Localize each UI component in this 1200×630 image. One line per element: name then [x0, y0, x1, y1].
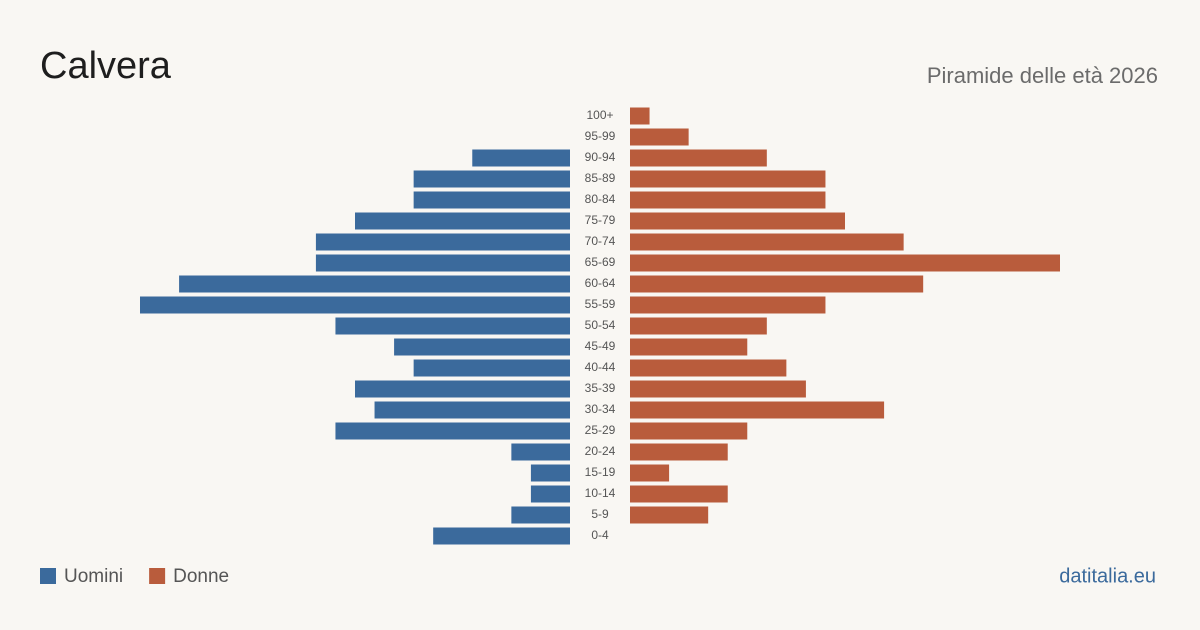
- age-label: 0-4: [591, 528, 609, 542]
- bar-female: [630, 128, 689, 146]
- bar-female: [630, 359, 787, 377]
- age-label: 65-69: [585, 255, 616, 269]
- bar-female: [630, 338, 748, 356]
- bar-female: [630, 275, 924, 293]
- bar-female: [630, 233, 904, 251]
- bar-male: [355, 212, 570, 230]
- age-label: 90-94: [585, 150, 616, 164]
- bar-male: [179, 275, 570, 293]
- age-label: 5-9: [591, 507, 609, 521]
- age-label: 45-49: [585, 339, 616, 353]
- age-label: 40-44: [585, 360, 616, 374]
- bar-female: [630, 380, 806, 398]
- age-label: 80-84: [585, 192, 616, 206]
- legend-swatch: [40, 568, 56, 584]
- age-label: 100+: [586, 108, 613, 122]
- bar-female: [630, 506, 709, 524]
- bar-female: [630, 464, 670, 482]
- bar-male: [413, 191, 570, 209]
- bar-male: [511, 506, 570, 524]
- bar-male: [433, 527, 570, 545]
- bar-male: [511, 443, 570, 461]
- bar-male: [140, 296, 570, 314]
- chart-subtitle: Piramide delle età 2026: [927, 63, 1158, 88]
- bar-female: [630, 296, 826, 314]
- bar-female: [630, 317, 767, 335]
- age-label: 60-64: [585, 276, 616, 290]
- bar-male: [355, 380, 570, 398]
- age-label: 15-19: [585, 465, 616, 479]
- bar-male: [530, 485, 570, 503]
- age-label: 10-14: [585, 486, 616, 500]
- bar-male: [335, 422, 570, 440]
- source: datitalia.eu: [1059, 565, 1156, 587]
- bar-female: [630, 401, 885, 419]
- bar-male: [374, 401, 570, 419]
- bar-male: [394, 338, 570, 356]
- age-label: 25-29: [585, 423, 616, 437]
- bar-female: [630, 191, 826, 209]
- age-label: 50-54: [585, 318, 616, 332]
- bar-female: [630, 422, 748, 440]
- bar-female: [630, 212, 845, 230]
- bar-male: [413, 359, 570, 377]
- bar-female: [630, 107, 650, 125]
- age-label: 55-59: [585, 297, 616, 311]
- legend-swatch: [149, 568, 166, 584]
- age-label: 20-24: [585, 444, 616, 458]
- bar-female: [630, 443, 728, 461]
- age-label: 75-79: [585, 213, 616, 227]
- age-label: 35-39: [585, 381, 616, 395]
- bar-female: [630, 485, 728, 503]
- bar-female: [630, 254, 1060, 272]
- bar-male: [530, 464, 570, 482]
- bar-male: [472, 149, 570, 167]
- bar-female: [630, 149, 767, 167]
- bar-male: [413, 170, 570, 188]
- age-label: 30-34: [585, 402, 616, 416]
- legend-label: Donne: [173, 566, 229, 587]
- bar-female: [630, 170, 826, 188]
- bar-male: [315, 254, 570, 272]
- legend-label: Uomini: [64, 566, 123, 587]
- bar-male: [315, 233, 570, 251]
- age-label: 70-74: [585, 234, 616, 248]
- bar-male: [335, 317, 570, 335]
- age-label: 95-99: [585, 129, 616, 143]
- chart-title: Calvera: [40, 45, 172, 87]
- age-label: 85-89: [585, 171, 616, 185]
